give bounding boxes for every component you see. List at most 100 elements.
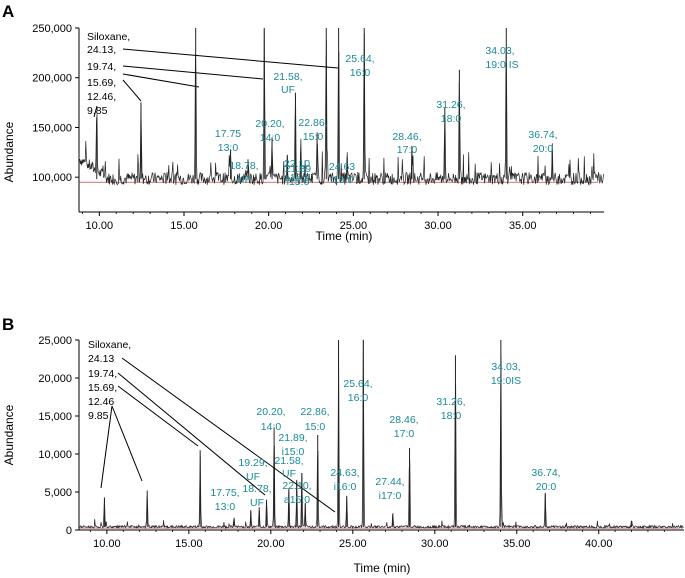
panel-a-fame-label-6b: 13:0	[218, 142, 239, 154]
panel-a-fame-annotations: 25.64, 16:0 21.58, UF 34.03, 19:0 IS 31.…	[215, 45, 558, 188]
x-tick-label: 30.00	[424, 220, 452, 232]
panel-b-fame-label-2b: 19:0IS	[491, 375, 521, 387]
panel-a-siloxane-label: Siloxane,	[87, 31, 130, 43]
panel-b-y-label: Abundance	[2, 404, 16, 465]
panel-b-siloxane-9-85: 9.85	[88, 410, 109, 422]
panel-b-fame-label-8: 19.29,	[238, 457, 267, 469]
panel-a-siloxane-24-13: 24.13,	[87, 44, 116, 56]
panel-b-label: B	[2, 315, 14, 334]
panel-a-fame-label-8: 22.86,	[298, 117, 327, 129]
x-tick-label: 35.00	[503, 538, 531, 550]
panel-b-fame-label-6b: 17:0	[394, 428, 415, 440]
y-tick-label: 150,000	[32, 122, 72, 134]
panel-b-fame-label-4: 20.20,	[256, 406, 285, 418]
panel-a-fame-label-9: 28.46,	[392, 131, 421, 143]
y-tick-label: 0	[66, 525, 72, 537]
panel-b-fame-label-4b: 14:0	[261, 421, 282, 433]
panel-b-leader-24-13	[121, 357, 336, 513]
x-tick-label: 15.00	[170, 220, 198, 232]
panel-a-siloxane-9-85: 9.85	[87, 105, 108, 117]
panel-b-fame-label-5: 22.86,	[300, 406, 329, 418]
panel-a-siloxane-15-69: 15.69,	[87, 77, 116, 89]
chromatogram-trace	[79, 339, 684, 530]
panel-a-fame-label-3b: 19:0 IS	[485, 59, 518, 71]
panel-a-fame-label-7b: 14:0	[260, 132, 281, 144]
x-tick-label: 15.00	[175, 538, 203, 550]
panel-a-leader-15-69-a	[122, 73, 200, 88]
panel-b-fame-label-7b: i15:0	[282, 446, 305, 458]
panel-b-fame-label-13b: 13:0	[215, 501, 236, 513]
panel-a-fame-label-3: 34.03,	[485, 45, 514, 57]
panel-b-fame-annotations: 25.64, 16:0 34.03, 19:0IS 31.26, 18:0 20…	[210, 361, 560, 513]
panel-b-fame-label-6: 28.46,	[389, 414, 418, 426]
panel-b-fame-label-3: 31.26,	[436, 396, 465, 408]
y-tick-label: 20,000	[38, 373, 72, 385]
panel-a-x-label: Time (min)	[316, 229, 373, 243]
panel-a-fame-label-2b: UF	[281, 84, 295, 96]
x-tick-label: 30.00	[421, 538, 449, 550]
panel-b-fame-label-5b: 15:0	[305, 421, 326, 433]
panel-b-leader-19-74	[117, 372, 266, 496]
panel-a-fame-label-7: 20.20,	[255, 118, 284, 130]
y-tick-label: 15,000	[38, 411, 72, 423]
panel-b-y-ticks: 0 5,000 10,000 15,000 20,000 25,000	[38, 335, 79, 537]
y-tick-label: 200,000	[32, 73, 72, 85]
panel-b-siloxane-19-74: 19.74,	[88, 368, 117, 380]
panel-b: B 0 5,000 10,000 15,000 20,000 25,000 10.00 15…	[2, 315, 684, 575]
panel-b-fame-label-9b: UF	[282, 468, 296, 480]
panel-a-fame-label-4: 31.26,	[436, 99, 465, 111]
x-tick-label: 25.00	[339, 538, 367, 550]
panel-a-siloxane-12-46: 12.46,	[87, 91, 116, 103]
y-tick-label: 250,000	[32, 23, 72, 35]
panel-b-fame-label-7: 21.89,	[278, 432, 307, 444]
panel-b-fame-label-11b: i17:0	[379, 490, 402, 502]
panel-a-fame-label-5b: 20:0	[533, 143, 554, 155]
panel-a-fame-label-12: 21.89	[285, 163, 311, 175]
panel-b-x-ticks: 10.00 15.00 20.00 25.00 30.00 35.00 40.00	[90, 530, 665, 550]
panel-b-fame-label-10: 24.63,	[330, 467, 359, 479]
panel-a-fame-label-9b: 17:0	[397, 144, 418, 156]
panel-b-fame-label-1b: 16:0	[348, 392, 369, 404]
y-tick-label: 5,000	[44, 487, 72, 499]
panel-a-fame-label-10: 18.78,	[229, 160, 258, 172]
panel-a-fame-label-4b: 18:0	[441, 113, 462, 125]
panel-a-fame-label-2: 21.58,	[273, 71, 302, 83]
panel-b-siloxane-24-13: 24.13	[88, 353, 114, 365]
panel-b-fame-label-15: 22.10,	[282, 480, 311, 492]
y-tick-label: 100,000	[32, 172, 72, 184]
panel-a-fame-label-8b: 15:0	[303, 131, 324, 143]
panel-a-trace	[79, 28, 605, 186]
x-tick-label: 20.00	[257, 538, 285, 550]
panel-a-siloxane-19-74: 19.74,	[87, 61, 116, 73]
panel-a-leader-19-74	[122, 65, 264, 80]
panel-b-fame-label-14: 18.78,	[242, 483, 271, 495]
panel-a-y-ticks: 100,000 150,000 200,000 250,000	[32, 23, 79, 184]
panel-b-leader-12-46-a	[100, 405, 113, 489]
panel-a-fame-label-12b: i15:0	[287, 176, 310, 188]
panel-a-fame-label-10b: UF	[237, 174, 251, 186]
panel-a-leader-24-13	[122, 48, 339, 69]
panel-b-siloxane-label: Siloxane,	[88, 339, 131, 351]
x-tick-label: 20.00	[255, 220, 283, 232]
x-tick-label: 25.00	[340, 220, 368, 232]
panel-b-fame-label-11: 27.44,	[375, 476, 404, 488]
x-tick-label: 10.00	[86, 220, 114, 232]
panel-b-fame-label-12b: 20:0	[536, 481, 557, 493]
panel-a-y-label: Abundance	[2, 121, 16, 182]
panel-b-fame-label-14b: UF	[250, 497, 264, 509]
panel-a-leader-12-46	[122, 79, 142, 102]
x-tick-label: 40.00	[585, 538, 613, 550]
panel-b-fame-label-2: 34.03,	[491, 361, 520, 373]
panel-b-fame-label-12: 36.74,	[531, 467, 560, 479]
panel-b-leader-12-46-b	[111, 405, 143, 482]
panel-b-fame-label-10b: i16:0	[334, 481, 357, 493]
panel-b-siloxane-annotations: Siloxane, 24.13 19.74, 15.69, 12.46 9.85	[88, 339, 336, 513]
panel-a-fame-label-1b: 16:0	[350, 67, 371, 79]
panel-a-fame-label-11: 22.10	[284, 158, 310, 170]
y-tick-label: 10,000	[38, 449, 72, 461]
panel-b-fame-label-9: 21.58,	[274, 455, 303, 467]
x-tick-label: 35.00	[509, 220, 537, 232]
panel-a-fame-label-11b: a15:0	[284, 172, 310, 184]
panel-a-siloxane-annotations: Siloxane, 24.13, 19.74, 15.69, 12.46, 9.…	[87, 31, 339, 118]
